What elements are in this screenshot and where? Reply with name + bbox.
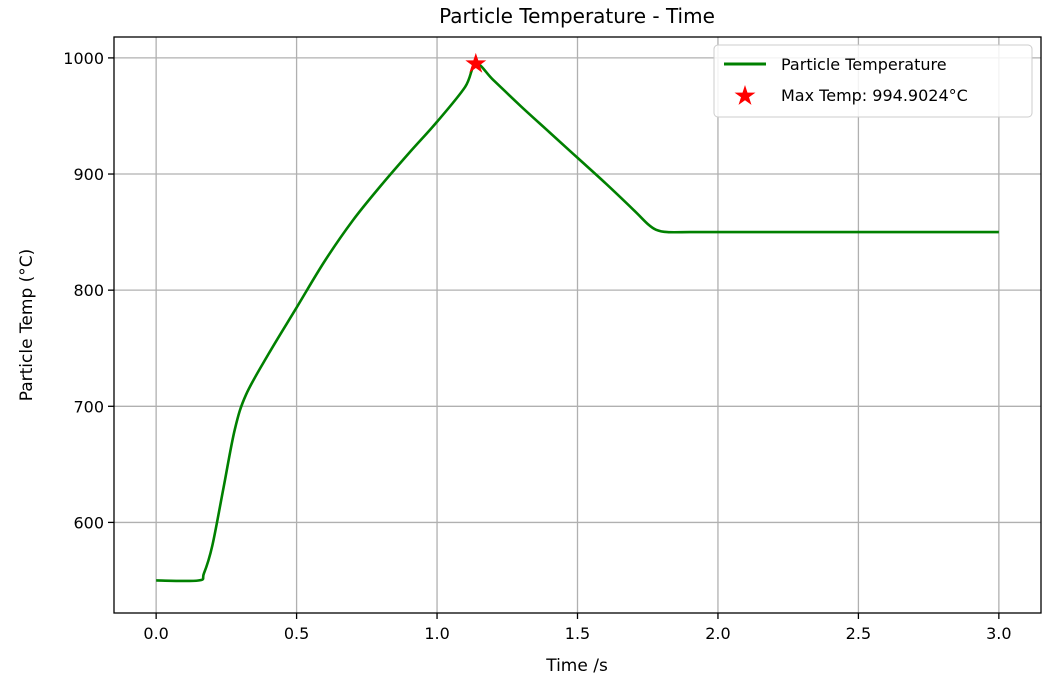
- x-axis-label: Time /s: [545, 656, 608, 676]
- y-tick-label: 600: [73, 513, 104, 532]
- x-tick-label: 1.0: [424, 624, 449, 643]
- x-tick-label: 1.5: [565, 624, 590, 643]
- y-tick-label: 900: [73, 165, 104, 184]
- legend-label-max-temp: Max Temp: 994.9024°C: [781, 86, 968, 105]
- y-tick-label: 1000: [63, 49, 104, 68]
- y-tick-label: 700: [73, 397, 104, 416]
- legend-star-icon: [734, 85, 756, 105]
- x-tick-label: 3.0: [986, 624, 1011, 643]
- x-tick-label: 0.5: [284, 624, 309, 643]
- tick-layer: 0.0 0.5 1.0 1.5 2.0 2.5 3.0 600 700 800 900 1000: [63, 49, 1011, 643]
- x-tick-label: 0.0: [143, 624, 168, 643]
- legend: Particle Temperature Max Temp: 994.9024°…: [713, 44, 1033, 118]
- marker-layer: [465, 52, 487, 73]
- legend-label-particle-temperature: Particle Temperature: [781, 55, 947, 74]
- y-tick-label: 800: [73, 281, 104, 300]
- legend-box: [713, 44, 1033, 118]
- max-temp-star-marker: [465, 52, 487, 73]
- series-layer: [156, 62, 999, 583]
- chart-title: Particle Temperature - Time: [439, 4, 715, 28]
- x-tick-label: 2.0: [705, 624, 730, 643]
- y-axis-label: Particle Temp (°C): [17, 249, 37, 402]
- x-tick-label: 2.5: [846, 624, 871, 643]
- grid-layer: [114, 37, 1041, 613]
- series-line-particle-temperature: [156, 62, 999, 583]
